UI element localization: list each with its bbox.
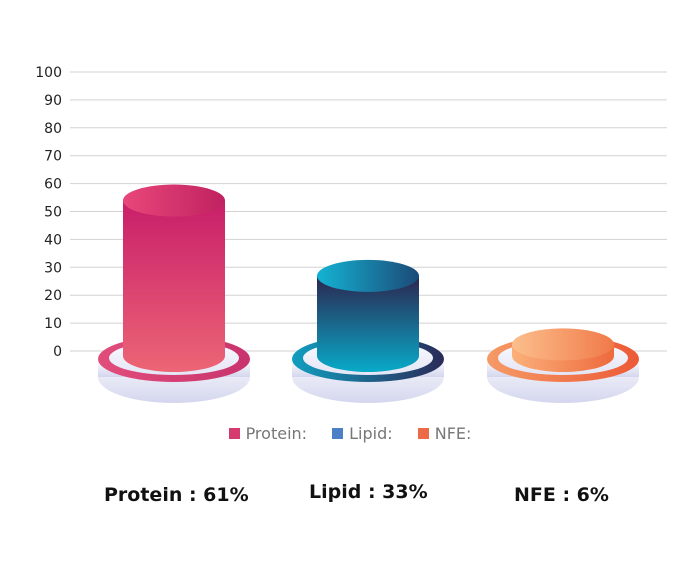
y-tick-label-0: 0 [53,344,62,360]
y-tick-label-80: 80 [44,121,62,137]
bar-group-lipid [292,259,444,403]
bar-lipid [317,275,419,372]
bar-top-protein [123,184,225,217]
legend-label-nfe: NFE: [434,424,472,443]
legend-item-nfe[interactable]: NFE: [417,424,472,443]
legend-swatch-lipid [332,428,344,439]
nfe-percent-label: NFE : 6% [514,484,609,506]
grid-layer: 0 10 20 30 40 50 60 70 80 90 100 [35,65,667,360]
legend-item-lipid[interactable]: Lipid: [332,424,393,443]
legend-label-lipid: Lipid: [349,424,393,443]
y-tick-label-40: 40 [44,232,62,248]
y-tick-label-30: 30 [44,260,62,276]
y-tick-label-100: 100 [35,65,62,81]
bars-layer [98,184,639,403]
legend-swatch-nfe [417,428,429,439]
y-tick-label-70: 70 [44,149,62,165]
y-tick-label-20: 20 [44,288,62,304]
legend-item-protein[interactable]: Protein: [228,424,308,443]
protein-percent-label: Protein : 61% [104,484,249,506]
y-tick-label-60: 60 [44,177,62,193]
legend-label-protein: Protein: [245,424,308,443]
lipid-percent-label: Lipid : 33% [309,481,428,503]
legend: Protein: Lipid: NFE: [0,424,700,443]
y-tick-label-50: 50 [44,205,62,221]
bar-top-lipid [317,259,419,292]
legend-swatch-protein [228,428,240,439]
y-tick-label-10: 10 [44,316,62,332]
bar-group-nfe [487,328,639,403]
y-tick-label-90: 90 [44,93,62,109]
bar-top-nfe [512,328,614,361]
bar-group-protein [98,184,250,403]
bar-protein [123,200,225,372]
